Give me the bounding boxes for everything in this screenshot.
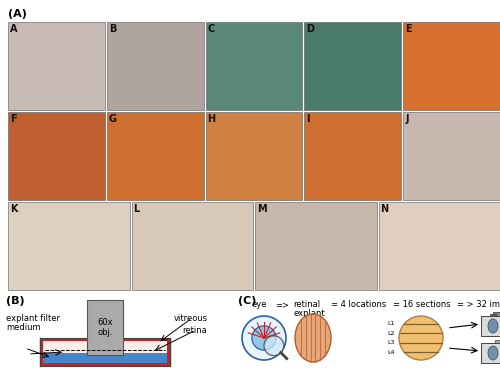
Text: medium: medium bbox=[6, 323, 40, 332]
Text: A: A bbox=[10, 24, 18, 34]
Text: eye: eye bbox=[252, 300, 268, 309]
Bar bbox=[378, 202, 500, 290]
Text: 60x
obj.: 60x obj. bbox=[97, 318, 113, 337]
Text: (A): (A) bbox=[8, 9, 27, 19]
Ellipse shape bbox=[488, 319, 498, 333]
Bar bbox=[255, 202, 376, 290]
Text: B: B bbox=[109, 24, 116, 34]
Text: I: I bbox=[306, 114, 310, 124]
Bar bbox=[304, 112, 401, 200]
Text: J: J bbox=[405, 114, 408, 124]
Bar bbox=[40, 338, 170, 366]
Bar bbox=[132, 202, 253, 290]
Text: L3: L3 bbox=[387, 340, 394, 345]
Text: retina: retina bbox=[182, 326, 207, 335]
Text: (C): (C) bbox=[238, 296, 256, 306]
Bar bbox=[304, 22, 401, 110]
Text: =>: => bbox=[275, 300, 289, 309]
Circle shape bbox=[252, 326, 276, 350]
Ellipse shape bbox=[488, 346, 498, 360]
Bar bbox=[481, 316, 500, 336]
Text: explant filter: explant filter bbox=[6, 314, 60, 323]
Text: D: D bbox=[306, 24, 314, 34]
Text: K: K bbox=[10, 204, 18, 214]
Text: L2: L2 bbox=[387, 331, 394, 336]
Circle shape bbox=[264, 336, 284, 356]
Bar bbox=[87, 300, 123, 355]
Bar bbox=[493, 312, 500, 317]
Bar bbox=[403, 112, 500, 200]
Text: = 4 locations: = 4 locations bbox=[331, 300, 386, 309]
Bar bbox=[107, 22, 204, 110]
Text: E: E bbox=[405, 24, 412, 34]
Bar bbox=[43, 353, 167, 363]
Bar bbox=[8, 112, 105, 200]
Ellipse shape bbox=[295, 314, 331, 362]
Bar bbox=[495, 340, 500, 345]
Text: explant: explant bbox=[293, 309, 324, 318]
Bar bbox=[490, 314, 496, 328]
Bar bbox=[206, 112, 302, 200]
Bar bbox=[403, 22, 500, 110]
Text: = 16 sections: = 16 sections bbox=[393, 300, 450, 309]
Circle shape bbox=[242, 316, 286, 360]
Bar bbox=[491, 356, 500, 362]
Text: N: N bbox=[380, 204, 388, 214]
Text: G: G bbox=[109, 114, 117, 124]
Bar bbox=[206, 22, 302, 110]
Bar bbox=[8, 22, 105, 110]
Bar bbox=[481, 343, 500, 363]
Bar bbox=[43, 341, 167, 363]
Text: F: F bbox=[10, 114, 16, 124]
Text: C: C bbox=[208, 24, 215, 34]
Text: = > 32 images: = > 32 images bbox=[457, 300, 500, 309]
Bar bbox=[107, 112, 204, 200]
Text: L4: L4 bbox=[387, 350, 394, 355]
Text: L1: L1 bbox=[387, 321, 394, 326]
Text: vitreous: vitreous bbox=[174, 314, 208, 323]
Text: (B): (B) bbox=[6, 296, 25, 306]
Circle shape bbox=[399, 316, 443, 360]
Text: L: L bbox=[134, 204, 140, 214]
Text: retinal: retinal bbox=[293, 300, 320, 309]
Text: M: M bbox=[257, 204, 266, 214]
Text: H: H bbox=[208, 114, 216, 124]
Bar bbox=[8, 202, 130, 290]
